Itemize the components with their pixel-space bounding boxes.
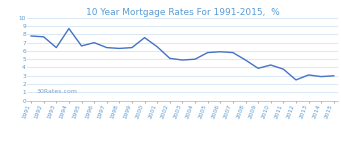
Text: 30Rates.com: 30Rates.com <box>36 89 78 94</box>
Title: 10 Year Mortgage Rates For 1991-2015,  %: 10 Year Mortgage Rates For 1991-2015, % <box>86 8 279 17</box>
